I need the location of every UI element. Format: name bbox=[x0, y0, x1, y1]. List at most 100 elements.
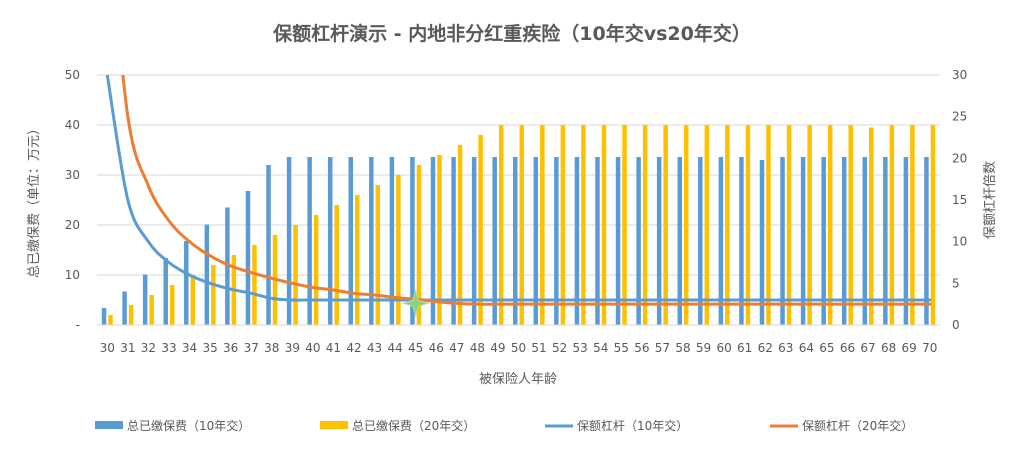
bar bbox=[745, 125, 751, 325]
bar bbox=[163, 258, 168, 325]
y-axis-right-label: 保额杠杆倍数 bbox=[982, 161, 998, 239]
series-line bbox=[105, 75, 932, 302]
bar bbox=[498, 125, 504, 325]
bar bbox=[396, 175, 401, 325]
y-right-tick-label: 30 bbox=[952, 68, 967, 82]
bar bbox=[725, 125, 730, 325]
y-left-tick-label: 30 bbox=[65, 168, 80, 182]
x-tick-label: 55 bbox=[614, 341, 629, 355]
x-tick-label: 44 bbox=[387, 341, 402, 355]
x-tick-label: 42 bbox=[346, 341, 361, 355]
x-tick-label: 56 bbox=[634, 341, 649, 355]
bar bbox=[348, 157, 354, 325]
x-axis-label: 被保险人年龄 bbox=[479, 372, 557, 387]
bars-layer bbox=[101, 125, 936, 325]
bar bbox=[759, 160, 765, 325]
bar bbox=[656, 157, 662, 325]
bar bbox=[615, 157, 621, 325]
bar bbox=[786, 125, 792, 325]
bar bbox=[430, 157, 436, 325]
bar bbox=[519, 125, 524, 325]
bar bbox=[492, 157, 497, 325]
x-tick-label: 61 bbox=[737, 341, 752, 355]
bar bbox=[841, 157, 847, 325]
x-tick-label: 31 bbox=[120, 341, 135, 355]
x-tick-label: 35 bbox=[202, 341, 217, 355]
bar bbox=[451, 157, 456, 325]
bar bbox=[286, 157, 292, 325]
bar bbox=[225, 207, 230, 325]
x-tick-label: 38 bbox=[264, 341, 279, 355]
bar bbox=[869, 127, 874, 325]
bar bbox=[128, 305, 134, 325]
lines-layer bbox=[105, 75, 932, 306]
crossover-star-marker bbox=[400, 288, 431, 319]
bar bbox=[636, 157, 641, 325]
bar bbox=[827, 125, 833, 325]
bar bbox=[410, 157, 415, 325]
y-right-tick-label: 25 bbox=[952, 110, 967, 124]
bar bbox=[622, 125, 627, 325]
bar bbox=[889, 125, 895, 325]
y-left-tick-label: 10 bbox=[65, 268, 80, 282]
y-right-tick-label: 20 bbox=[952, 151, 967, 165]
x-tick-label: 69 bbox=[902, 341, 917, 355]
x-tick-label: 66 bbox=[840, 341, 855, 355]
x-tick-label: 50 bbox=[511, 341, 526, 355]
y-left-tick-label: - bbox=[76, 318, 80, 332]
x-tick-label: 57 bbox=[655, 341, 670, 355]
x-tick-label: 36 bbox=[223, 341, 238, 355]
bar bbox=[122, 291, 127, 325]
bar bbox=[327, 157, 333, 325]
bar bbox=[540, 125, 545, 325]
bar bbox=[800, 157, 806, 325]
y-left-tick-label: 20 bbox=[65, 218, 80, 232]
bar bbox=[369, 157, 374, 325]
bar bbox=[924, 157, 929, 325]
bar bbox=[683, 125, 689, 325]
x-tick-label: 45 bbox=[408, 341, 423, 355]
legend-label: 保额杠杆（20年交） bbox=[802, 418, 913, 433]
x-tick-label: 48 bbox=[470, 341, 485, 355]
x-tick-label: 58 bbox=[675, 341, 690, 355]
legend-swatch bbox=[95, 421, 123, 429]
x-tick-label: 67 bbox=[860, 341, 875, 355]
bar bbox=[204, 224, 210, 325]
bar bbox=[677, 157, 682, 325]
bar bbox=[718, 157, 724, 325]
bar bbox=[862, 157, 868, 325]
bar bbox=[780, 157, 785, 325]
bar bbox=[266, 165, 271, 325]
x-tick-label: 49 bbox=[490, 341, 505, 355]
bar bbox=[355, 195, 360, 325]
bar bbox=[101, 308, 107, 325]
x-tick-label: 47 bbox=[449, 341, 464, 355]
y-right-tick-label: 5 bbox=[952, 276, 960, 290]
bar bbox=[883, 157, 888, 325]
x-tick-label: 37 bbox=[244, 341, 259, 355]
x-tick-label: 53 bbox=[573, 341, 588, 355]
legend-swatch bbox=[320, 421, 348, 429]
x-tick-label: 32 bbox=[141, 341, 156, 355]
bar bbox=[601, 125, 607, 325]
bar bbox=[169, 285, 175, 325]
bar bbox=[595, 157, 600, 325]
x-tick-label: 64 bbox=[799, 341, 814, 355]
bar bbox=[903, 157, 909, 325]
y-right-tick-label: 0 bbox=[952, 318, 960, 332]
x-tick-label: 43 bbox=[367, 341, 382, 355]
bar bbox=[663, 125, 668, 325]
bar bbox=[698, 157, 703, 325]
bar bbox=[471, 157, 477, 325]
bar bbox=[930, 125, 936, 325]
x-tick-label: 41 bbox=[326, 341, 341, 355]
x-tick-label: 63 bbox=[778, 341, 793, 355]
series-line bbox=[121, 75, 932, 306]
bar bbox=[478, 135, 483, 325]
x-tick-label: 46 bbox=[429, 341, 444, 355]
bar bbox=[766, 125, 771, 325]
bar bbox=[704, 125, 710, 325]
x-tick-label: 65 bbox=[819, 341, 834, 355]
x-tick-label: 30 bbox=[100, 341, 115, 355]
